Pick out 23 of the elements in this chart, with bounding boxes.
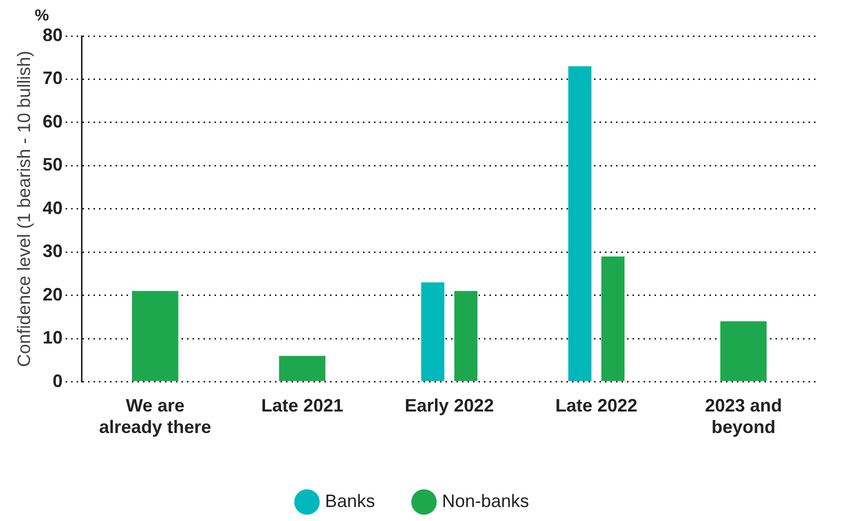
- y-tick-label: 0: [52, 370, 63, 391]
- bar: [421, 282, 444, 382]
- y-tick-label: 50: [42, 154, 63, 175]
- y-tick-label: 70: [42, 68, 63, 88]
- text: %: [34, 7, 49, 24]
- bar: [132, 291, 178, 382]
- bar: [568, 66, 592, 382]
- y-tick-label: 60: [42, 111, 63, 132]
- y-axis-title: Confidence level (1 bearish - 10 bullish): [14, 50, 34, 367]
- y-tick-label: 10: [42, 328, 63, 348]
- y-tick-label: 30: [42, 241, 63, 262]
- legend-label: Banks: [324, 490, 375, 511]
- y-tick-label: 20: [42, 284, 63, 304]
- y-tick-label: 40: [42, 198, 63, 218]
- legend-label: Non-banks: [442, 490, 530, 511]
- y-tick-label: 80: [42, 24, 63, 45]
- bar: [279, 356, 326, 382]
- x-tick-label: 2023 and beyond: [704, 396, 782, 438]
- x-tick-label: Late 2021: [261, 396, 344, 416]
- x-tick-label: We are already there: [99, 396, 212, 438]
- x-tick-label: Late 2022: [555, 396, 638, 416]
- x-tick-label: Early 2022: [404, 396, 494, 416]
- bar: [720, 321, 767, 382]
